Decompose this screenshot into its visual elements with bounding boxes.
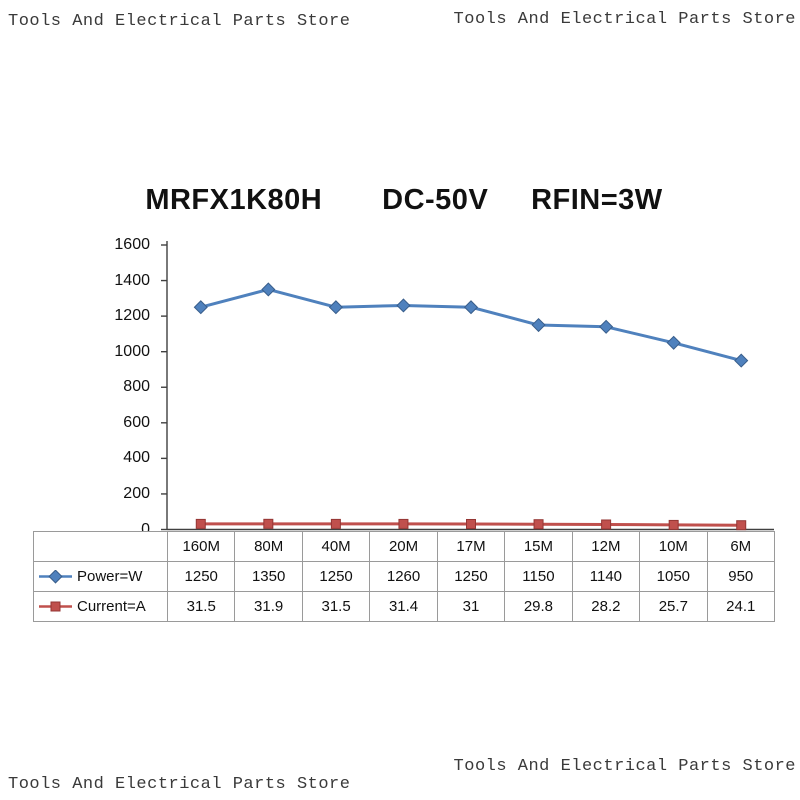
- current-series-marker-icon: [39, 600, 72, 614]
- power-value-cell: 1140: [572, 562, 641, 592]
- power-value-cell: 950: [707, 562, 775, 592]
- current-value-cell: 29.8: [505, 592, 573, 622]
- y-axis-label: 200: [123, 484, 150, 502]
- category-header: 15M: [505, 532, 573, 562]
- watermark-bottom-right: Tools And Electrical Parts Store: [453, 757, 796, 776]
- category-header: 10M: [640, 532, 708, 562]
- power-value-cell: 1350: [235, 562, 303, 592]
- y-axis-label: 800: [123, 378, 150, 396]
- current-value-cell: 28.2: [572, 592, 641, 622]
- y-axis-labels: 0 200 400 600 800 1000 1200 1400 1600: [88, 236, 150, 538]
- category-header: 17M: [437, 532, 506, 562]
- category-header: 160M: [168, 532, 236, 562]
- watermark-top-right: Tools And Electrical Parts Store: [453, 10, 796, 29]
- legend-power: Power=W: [34, 562, 168, 592]
- y-axis-label: 1000: [114, 342, 150, 360]
- legend-power-label: Power=W: [77, 568, 143, 585]
- chart-title: MRFX1K80H DC-50V RFIN=3W: [145, 184, 663, 216]
- power-value-cell: 1250: [437, 562, 506, 592]
- plot-area: [161, 241, 774, 531]
- power-value-cell: 1260: [370, 562, 438, 592]
- category-header: 12M: [572, 532, 641, 562]
- data-table: 160M 80M 40M 20M 17M 15M 12M 10M 6M Powe…: [33, 531, 775, 622]
- category-header: 80M: [235, 532, 303, 562]
- y-axis-label: 1600: [114, 236, 150, 253]
- current-value-cell: 31.5: [168, 592, 236, 622]
- category-header: 20M: [370, 532, 438, 562]
- current-value-cell: 31.4: [370, 592, 438, 622]
- corner-cell: [34, 532, 168, 562]
- y-axis-label: 400: [123, 449, 150, 467]
- watermark-bottom-left: Tools And Electrical Parts Store: [8, 775, 351, 794]
- category-header: 40M: [302, 532, 371, 562]
- current-value-cell: 24.1: [707, 592, 775, 622]
- watermark-top-left: Tools And Electrical Parts Store: [8, 12, 351, 31]
- legend-current-label: Current=A: [77, 598, 146, 615]
- power-value-cell: 1250: [168, 562, 236, 592]
- y-axis-label: 0: [141, 520, 150, 538]
- power-value-cell: 1150: [505, 562, 573, 592]
- current-value-cell: 31.5: [302, 592, 371, 622]
- y-axis-label: 600: [123, 413, 150, 431]
- category-header: 6M: [707, 532, 775, 562]
- current-value-cell: 25.7: [640, 592, 708, 622]
- current-value-cell: 31: [437, 592, 506, 622]
- power-series-marker-icon: [39, 569, 72, 584]
- legend-current: Current=A: [34, 592, 168, 622]
- y-axis-label: 1200: [114, 307, 150, 325]
- power-value-cell: 1250: [302, 562, 371, 592]
- power-value-cell: 1050: [640, 562, 708, 592]
- current-value-cell: 31.9: [235, 592, 303, 622]
- y-axis-label: 1400: [114, 271, 150, 289]
